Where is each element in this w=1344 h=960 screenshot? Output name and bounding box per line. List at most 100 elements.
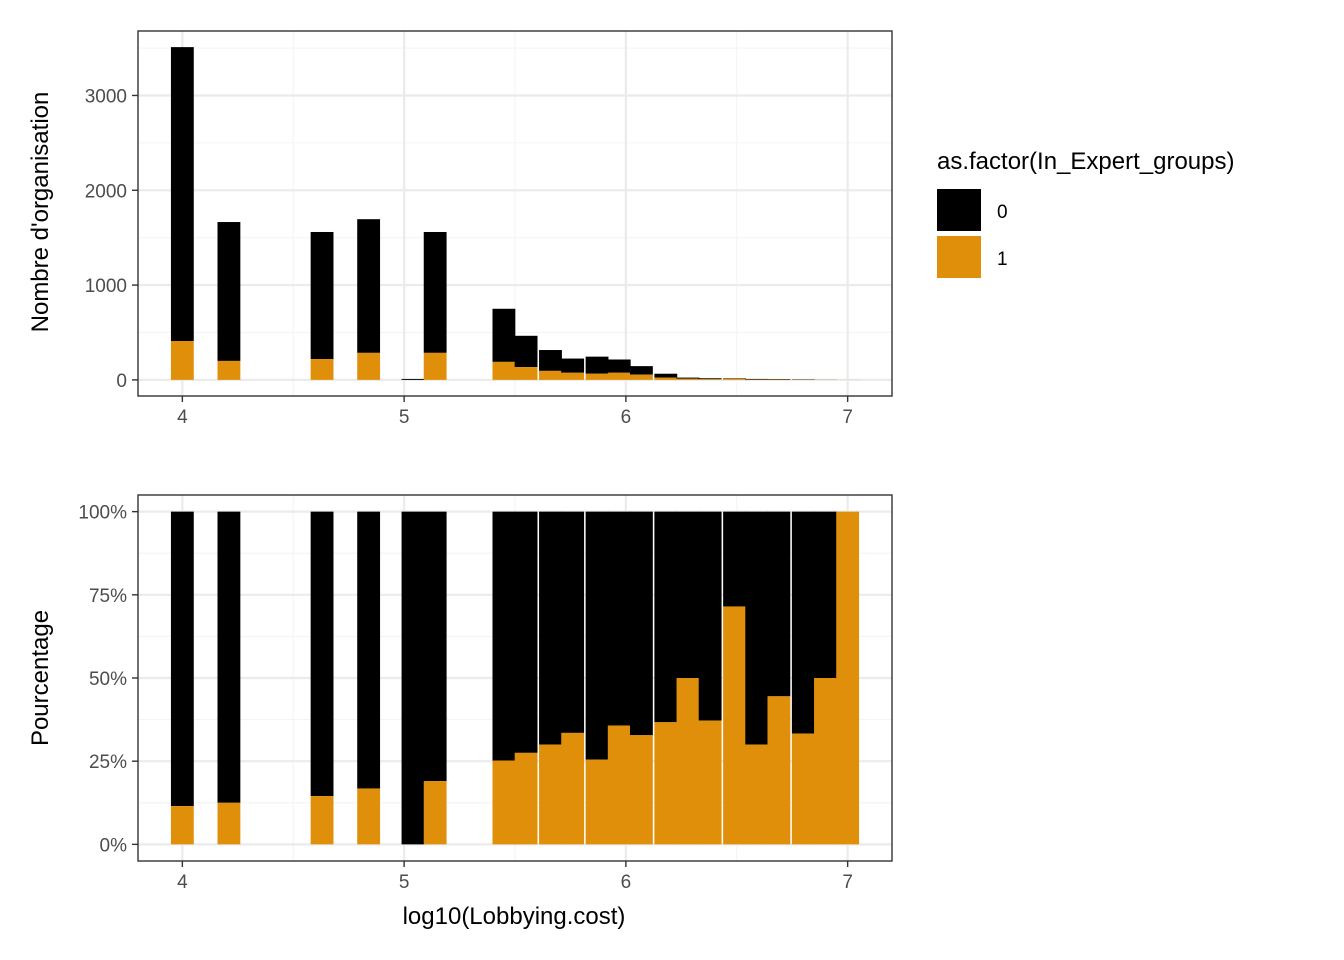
count-panel-y-axis-title: Nombre d'organisation xyxy=(27,92,54,333)
bar-group-1 xyxy=(539,370,562,380)
bar-group-0 xyxy=(492,511,516,761)
count-panel-bars xyxy=(170,47,860,380)
count-panel-y-axis: 0 1000 2000 3000 xyxy=(85,86,138,392)
percentage-panel-bars xyxy=(170,511,860,845)
bar-group-0 xyxy=(492,308,516,362)
bar-group-1 xyxy=(217,360,241,380)
percentage-panel-y-axis: 0% 25% 50% 75% 100% xyxy=(78,503,138,856)
x-tick-label: 4 xyxy=(177,872,188,893)
bar-group-1 xyxy=(607,372,631,380)
bar-group-0 xyxy=(698,378,722,380)
x-tick-label: 7 xyxy=(842,407,853,428)
bar-group-1 xyxy=(423,352,447,380)
bar-group-0 xyxy=(629,511,653,736)
bar-group-1 xyxy=(585,759,609,845)
bar-group-0 xyxy=(514,511,538,753)
bar-group-0 xyxy=(698,511,722,721)
legend-key-1 xyxy=(937,236,981,278)
bar-group-1 xyxy=(310,359,334,380)
bar-group-1 xyxy=(514,367,538,380)
bar-group-0 xyxy=(676,511,700,678)
y-tick-label: 0 xyxy=(116,371,127,392)
bar-group-0 xyxy=(767,511,791,697)
x-axis-title: log10(Lobbying.cost) xyxy=(403,903,626,930)
bar-group-0 xyxy=(814,511,837,678)
bar-group-0 xyxy=(539,511,562,745)
bar-group-1 xyxy=(310,796,334,845)
bar-group-1 xyxy=(654,722,678,845)
bar-group-1 xyxy=(676,378,700,380)
bar-group-1 xyxy=(217,802,241,845)
bar-group-0 xyxy=(607,511,631,726)
bar-group-1 xyxy=(170,806,194,845)
bar-group-0 xyxy=(401,511,425,845)
y-tick-label: 75% xyxy=(89,586,127,607)
percentage-panel-y-axis-title: Pourcentage xyxy=(27,610,54,746)
bar-group-0 xyxy=(561,358,585,373)
bar-group-0 xyxy=(217,222,241,361)
y-tick-label: 2000 xyxy=(85,181,127,202)
bar-group-1 xyxy=(791,733,815,845)
x-tick-label: 5 xyxy=(399,872,410,893)
bar-group-1 xyxy=(607,725,631,845)
bar-group-1 xyxy=(561,372,585,380)
bar-group-1 xyxy=(767,696,791,845)
bar-group-1 xyxy=(836,511,860,845)
count-panel-border xyxy=(137,30,893,397)
bar-group-1 xyxy=(814,678,837,845)
bar-group-0 xyxy=(357,511,381,789)
y-tick-label: 0% xyxy=(100,835,128,856)
bar-group-1 xyxy=(698,379,722,380)
bar-group-1 xyxy=(654,377,678,380)
bar-group-0 xyxy=(629,366,653,375)
bar-group-1 xyxy=(723,378,746,380)
bar-group-0 xyxy=(654,373,678,378)
bar-group-1 xyxy=(745,744,769,845)
bar-group-0 xyxy=(791,511,815,734)
bar-group-1 xyxy=(629,735,653,845)
bar-group-1 xyxy=(561,732,585,845)
bar-group-1 xyxy=(423,781,447,845)
bar-group-1 xyxy=(723,606,746,845)
percentage-panel-x-axis: 4 5 6 7 xyxy=(177,861,853,893)
legend-key-0 xyxy=(937,189,981,231)
bar-group-1 xyxy=(492,361,516,380)
bar-group-1 xyxy=(539,744,562,845)
y-tick-label: 1000 xyxy=(85,276,127,297)
percentage-histogram-panel: 4 5 6 7 0% 25% 50% 75% 100% Pourcentage log10(L… xyxy=(27,494,893,930)
bar-group-1 xyxy=(492,760,516,845)
bar-group-0 xyxy=(170,47,194,342)
bar-group-1 xyxy=(357,352,381,380)
bar-group-0 xyxy=(676,377,700,379)
bar-group-0 xyxy=(401,378,425,380)
bar-group-0 xyxy=(723,511,746,607)
bar-group-1 xyxy=(357,788,381,845)
y-tick-label: 100% xyxy=(78,503,127,524)
bar-group-0 xyxy=(585,511,609,760)
bar-group-0 xyxy=(585,356,609,374)
bar-group-0 xyxy=(607,359,631,373)
bar-group-0 xyxy=(514,335,538,368)
bar-group-1 xyxy=(585,373,609,380)
y-tick-label: 3000 xyxy=(85,86,127,107)
bar-group-0 xyxy=(561,511,585,733)
count-histogram-panel: 4 5 6 7 0 1000 2000 3000 Nombre d'organisation xyxy=(27,30,893,428)
bar-group-1 xyxy=(170,341,194,380)
bar-group-0 xyxy=(357,219,381,353)
x-tick-label: 6 xyxy=(621,872,632,893)
bar-group-0 xyxy=(217,511,241,803)
x-tick-label: 5 xyxy=(399,407,410,428)
bar-group-0 xyxy=(423,511,447,782)
bar-group-0 xyxy=(310,231,334,360)
bar-group-0 xyxy=(539,350,562,371)
x-tick-label: 7 xyxy=(842,872,853,893)
x-tick-label: 4 xyxy=(177,407,188,428)
bar-group-0 xyxy=(310,511,334,797)
bar-group-0 xyxy=(745,511,769,745)
legend: as.factor(In_Expert_groups) 0 1 xyxy=(937,148,1234,278)
y-tick-label: 25% xyxy=(89,752,127,773)
bar-group-0 xyxy=(423,231,447,353)
bar-group-1 xyxy=(629,374,653,380)
bar-group-0 xyxy=(745,378,769,380)
y-tick-label: 50% xyxy=(89,669,127,690)
